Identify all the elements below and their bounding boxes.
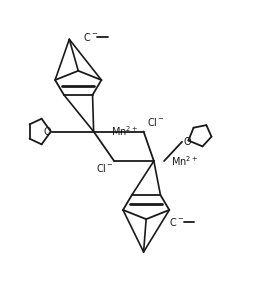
Text: Cl$^-$: Cl$^-$ — [147, 116, 165, 128]
Text: Cl$^-$: Cl$^-$ — [96, 162, 114, 174]
Text: O: O — [43, 126, 51, 137]
Text: O: O — [184, 137, 191, 147]
Text: Mn$^{2+}$: Mn$^{2+}$ — [111, 125, 138, 139]
Text: C$^-$: C$^-$ — [83, 31, 99, 43]
Text: Mn$^{2+}$: Mn$^{2+}$ — [171, 154, 198, 168]
Text: C$^-$: C$^-$ — [169, 216, 184, 228]
